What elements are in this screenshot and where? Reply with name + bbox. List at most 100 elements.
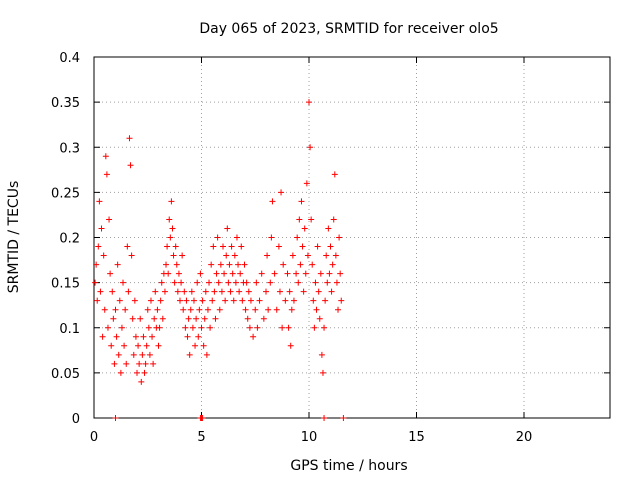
data-point <box>221 270 228 277</box>
data-point <box>284 270 291 277</box>
data-point <box>231 252 238 259</box>
data-point <box>198 324 205 331</box>
data-point <box>247 297 254 304</box>
data-point <box>299 243 306 250</box>
data-point <box>316 315 323 322</box>
data-point <box>118 324 125 331</box>
data-point <box>271 270 278 277</box>
data-point <box>92 279 99 286</box>
data-point <box>196 306 203 313</box>
data-point <box>128 252 135 259</box>
data-point <box>98 225 105 232</box>
data-point <box>321 415 328 421</box>
data-point <box>199 297 206 304</box>
data-point <box>312 279 319 286</box>
data-point <box>296 216 303 223</box>
data-point <box>237 270 244 277</box>
data-point <box>175 270 182 277</box>
data-point <box>97 288 104 295</box>
data-point <box>279 324 286 331</box>
data-point <box>167 234 174 241</box>
data-point <box>326 270 333 277</box>
data-point <box>295 279 302 286</box>
data-point <box>158 279 165 286</box>
data-point <box>328 288 335 295</box>
x-tick-label: 15 <box>408 430 425 445</box>
data-point <box>226 261 233 268</box>
data-point <box>137 315 144 322</box>
data-point <box>115 351 122 358</box>
data-point <box>304 252 311 259</box>
data-point <box>195 333 202 340</box>
data-point <box>315 288 322 295</box>
data-point <box>151 315 158 322</box>
data-point <box>100 252 107 259</box>
y-tick-label: 0.3 <box>59 141 80 156</box>
data-point <box>340 415 347 421</box>
data-point <box>280 261 287 268</box>
data-point <box>120 279 127 286</box>
grid-lines <box>94 57 610 418</box>
data-point <box>165 270 172 277</box>
data-point <box>106 216 113 223</box>
data-point <box>179 252 186 259</box>
data-point <box>239 297 246 304</box>
data-point <box>273 306 280 313</box>
data-point <box>204 306 211 313</box>
data-point <box>313 306 320 313</box>
data-point <box>107 270 114 277</box>
data-point <box>233 234 240 241</box>
data-point <box>228 243 235 250</box>
data-point <box>235 261 242 268</box>
data-point <box>307 144 314 151</box>
data-point <box>131 297 138 304</box>
data-point <box>178 279 185 286</box>
data-point <box>288 306 295 313</box>
data-point <box>256 297 263 304</box>
y-tick-label: 0.4 <box>59 51 80 66</box>
y-axis-label: SRMTID / TECUs <box>6 181 22 294</box>
y-tick-label: 0.25 <box>51 186 80 201</box>
data-point <box>121 342 128 349</box>
data-point <box>227 288 234 295</box>
data-point <box>232 279 239 286</box>
data-point <box>174 288 181 295</box>
data-point <box>218 288 225 295</box>
data-point <box>156 324 163 331</box>
data-point <box>289 252 296 259</box>
data-point <box>268 234 275 241</box>
data-point <box>116 297 123 304</box>
data-point <box>171 279 178 286</box>
data-point <box>245 288 252 295</box>
data-point <box>269 198 276 205</box>
data-point <box>282 297 289 304</box>
data-point <box>214 234 221 241</box>
data-point <box>207 324 214 331</box>
data-point <box>122 306 129 313</box>
data-point <box>200 342 207 349</box>
data-point <box>265 306 272 313</box>
data-point <box>327 243 334 250</box>
data-point <box>149 333 156 340</box>
data-point <box>213 270 220 277</box>
data-point <box>144 306 151 313</box>
data-point <box>287 342 294 349</box>
data-point <box>333 279 340 286</box>
data-point <box>172 243 179 250</box>
data-point <box>143 342 150 349</box>
data-point <box>311 324 318 331</box>
data-point <box>130 351 137 358</box>
data-point <box>157 297 164 304</box>
data-point <box>170 252 177 259</box>
data-point <box>321 324 328 331</box>
data-point <box>241 261 248 268</box>
data-point <box>236 288 243 295</box>
data-point <box>220 243 226 250</box>
data-point <box>203 351 210 358</box>
data-point <box>134 369 140 376</box>
data-point <box>102 153 109 160</box>
data-point <box>109 288 116 295</box>
data-point <box>166 216 173 223</box>
y-tick-label: 0.1 <box>59 322 80 337</box>
